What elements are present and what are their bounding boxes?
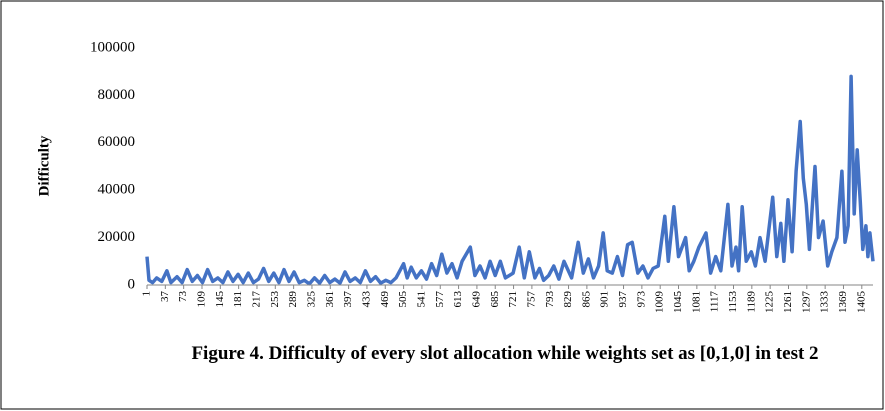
x-tick-label: 1333	[819, 291, 831, 314]
x-tick-label: 1405	[855, 291, 867, 314]
x-tick-label: 1297	[800, 291, 812, 314]
x-tick-label: 541	[415, 291, 427, 308]
x-tick-label: 73	[177, 291, 189, 303]
x-tick-label: 937	[617, 291, 629, 308]
x-tick-label: 973	[635, 291, 647, 308]
y-tick-label: 100000	[90, 39, 135, 55]
x-tick-label: 829	[562, 291, 574, 308]
x-tick-label: 1153	[727, 291, 739, 313]
x-tick-label: 793	[544, 291, 556, 308]
x-tick-label: 685	[489, 291, 501, 308]
x-tick-label: 757	[525, 291, 537, 308]
x-tick-label: 325	[305, 291, 317, 308]
x-tick-label: 1045	[672, 291, 684, 314]
x-tick-label: 1261	[782, 291, 794, 313]
x-tick-label: 145	[214, 291, 226, 308]
y-tick-label: 0	[128, 276, 136, 292]
x-tick-label: 865	[580, 291, 592, 308]
x-tick-label: 433	[360, 291, 372, 308]
x-tick-label: 469	[379, 291, 391, 308]
y-tick-label: 20000	[98, 229, 136, 245]
x-tick-label: 1117	[709, 291, 721, 313]
x-tick-label: 1189	[745, 291, 757, 313]
y-axis-label: Difficulty	[36, 135, 52, 196]
y-tick-label: 60000	[98, 134, 136, 150]
x-tick-label: 1369	[837, 291, 849, 314]
x-tick-label: 505	[397, 291, 409, 308]
x-tick-label: 289	[287, 291, 299, 308]
x-tick-label: 217	[251, 291, 263, 308]
x-tick-label: 1009	[654, 291, 666, 314]
y-tick-label: 80000	[98, 87, 136, 103]
x-tick-label: 649	[470, 291, 482, 308]
x-tick-label: 1081	[690, 291, 702, 313]
chart-title: Figure 4. Difficulty of every slot alloc…	[191, 343, 819, 364]
x-tick-label: 109	[196, 291, 208, 308]
x-tick-label: 613	[452, 291, 464, 308]
x-tick-label: 577	[434, 291, 446, 308]
x-tick-label: 1	[141, 291, 153, 297]
series-line	[145, 74, 875, 286]
x-tick-label: 181	[232, 291, 244, 308]
x-tick-label: 1225	[764, 291, 776, 314]
x-tick-label: 37	[159, 291, 171, 303]
x-tick-label: 721	[507, 291, 519, 308]
x-tick-label: 361	[324, 291, 336, 308]
x-tick-label: 397	[342, 291, 354, 308]
y-tick-label: 40000	[98, 182, 136, 198]
x-tick-label: 901	[599, 291, 611, 308]
x-tick-label: 253	[269, 291, 281, 308]
